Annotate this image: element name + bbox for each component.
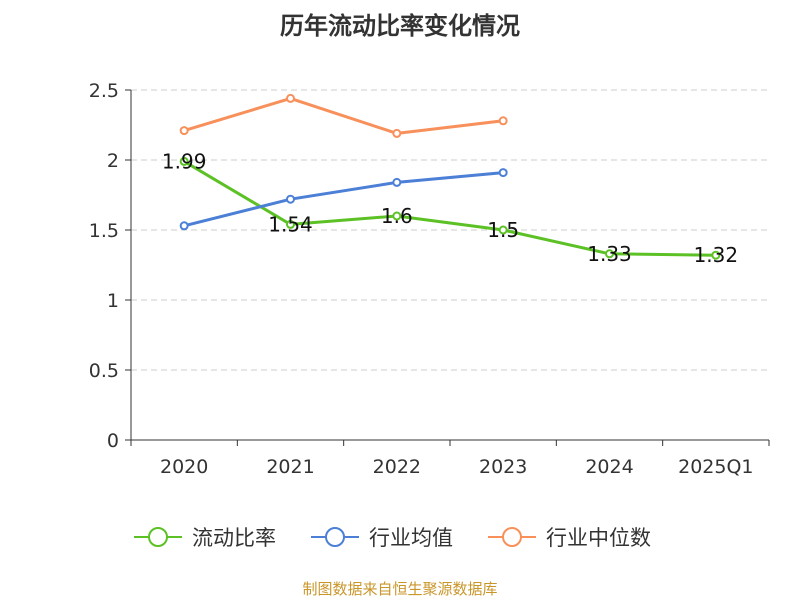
y-tick-label-5: 2.5 [89,80,119,102]
point-0-3[interactable] [498,225,508,235]
y-tick-label-3: 1.5 [89,220,119,242]
y-tick-label-0: 0 [107,430,119,452]
x-tick-label-4: 2024 [585,456,633,478]
point-0-5[interactable] [711,250,721,260]
point-1-1[interactable] [286,194,295,204]
legend-marker-0 [148,527,168,547]
data-label-3: 1.5 [487,218,519,242]
x-tick-label-0: 2020 [160,456,208,478]
series-line-0 [183,160,716,257]
gridlines [131,89,769,371]
data-label-5: 1.32 [694,243,739,267]
data-label-4: 1.33 [587,242,632,266]
y-tick-label-1: 0.5 [89,360,119,382]
point-0-2[interactable] [392,211,402,221]
point-2-1[interactable] [286,93,295,103]
point-0-4[interactable] [605,249,614,259]
point-1-3[interactable] [498,168,508,178]
point-2-0[interactable] [179,126,189,136]
point-2-2[interactable] [392,128,402,138]
legend-marker-2 [502,527,522,547]
point-2-3[interactable] [498,116,508,126]
data-label-1: 1.54 [268,212,313,236]
legend-item-0[interactable]: 流动比率 [134,526,276,550]
legend-marker-1 [325,527,345,547]
axes: 0 0.5 1 1.5 2 2.5 2020 2021 2022 2023 2024 2025Q1 [89,80,770,478]
series-line-1 [183,171,504,228]
x-tick-label-3: 2023 [479,456,527,478]
legend[interactable]: 流动比率 行业均值 行业中位数 [134,526,651,550]
data-labels: 1.99 1.54 1.6 1.5 1.33 1.32 [162,149,738,267]
legend-item-2[interactable]: 行业中位数 [488,526,651,550]
point-0-1[interactable] [286,219,295,229]
data-label-0: 1.99 [162,149,207,173]
legend-label-1: 行业均值 [369,526,453,550]
legend-label-0: 流动比率 [192,526,276,550]
point-1-0[interactable] [179,221,189,231]
source-note: 制图数据来自恒生聚源数据库 [302,580,498,598]
legend-label-2: 行业中位数 [546,526,651,550]
y-tick-label-4: 2 [107,150,119,172]
series-line-2 [183,96,504,135]
legend-item-1[interactable]: 行业均值 [311,526,453,550]
series-layer [179,93,721,260]
point-1-2[interactable] [392,177,402,187]
data-label-2: 1.6 [381,204,413,228]
point-0-0[interactable] [179,156,189,166]
x-tick-label-1: 2021 [266,456,314,478]
x-tick-label-2: 2022 [373,456,421,478]
chart-title: 历年流动比率变化情况 [280,12,520,40]
y-tick-label-2: 1 [107,290,119,312]
x-tick-label-5: 2025Q1 [678,456,753,478]
